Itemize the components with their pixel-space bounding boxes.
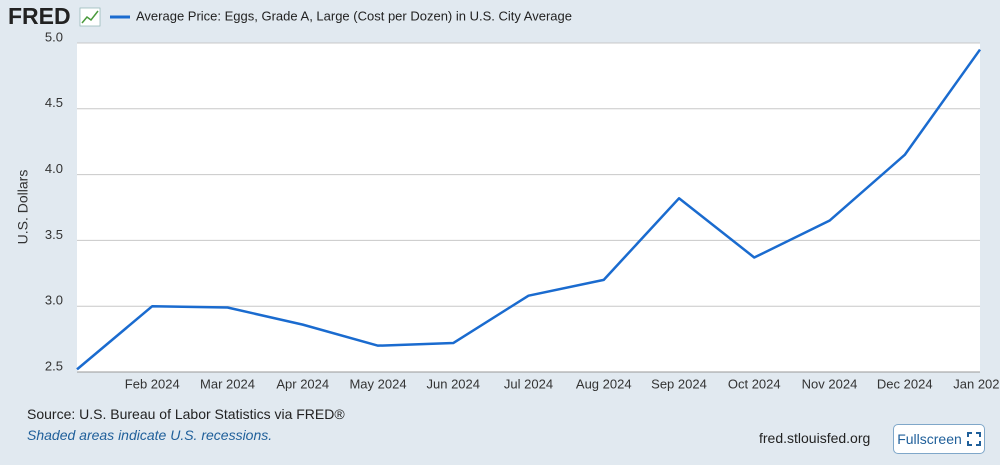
series-line bbox=[76, 48, 982, 371]
x-tick-label: Nov 2024 bbox=[802, 376, 858, 391]
y-tick-label: 3.5 bbox=[45, 227, 63, 242]
fullscreen-button[interactable]: Fullscreen bbox=[893, 424, 985, 454]
x-tick-label: Jun 2024 bbox=[427, 376, 481, 391]
x-tick-label: May 2024 bbox=[349, 376, 406, 391]
x-tick-label: Aug 2024 bbox=[576, 376, 632, 391]
site-url: fred.stlouisfed.org bbox=[759, 430, 871, 446]
x-tick-label: Feb 2024 bbox=[125, 376, 180, 391]
y-tick-label: 2.5 bbox=[45, 358, 63, 373]
y-tick-label: 5.0 bbox=[45, 29, 63, 44]
fullscreen-icon bbox=[966, 432, 981, 446]
x-tick-label: Dec 2024 bbox=[877, 376, 933, 391]
y-axis-title: U.S. Dollars bbox=[15, 170, 31, 245]
x-tick-label: Mar 2024 bbox=[200, 376, 255, 391]
plot-area bbox=[77, 43, 980, 372]
recession-note: Shaded areas indicate U.S. recessions. bbox=[27, 427, 273, 443]
x-tick-label: Jul 2024 bbox=[504, 376, 553, 391]
x-tick-label: Oct 2024 bbox=[728, 376, 781, 391]
x-tick-label: Apr 2024 bbox=[276, 376, 329, 391]
legend-label: Average Price: Eggs, Grade A, Large (Cos… bbox=[136, 8, 572, 23]
logo: FRED bbox=[8, 3, 71, 29]
y-tick-label: 4.5 bbox=[45, 95, 63, 110]
x-tick-label: Jan 2025 bbox=[953, 376, 1000, 391]
logo-icon bbox=[79, 7, 101, 27]
y-tick-label: 4.0 bbox=[45, 161, 63, 176]
source: Source: U.S. Bureau of Labor Statistics … bbox=[27, 406, 345, 422]
y-tick-label: 3.0 bbox=[45, 293, 63, 308]
x-tick-label: Sep 2024 bbox=[651, 376, 707, 391]
fullscreen-label: Fullscreen bbox=[897, 431, 962, 447]
